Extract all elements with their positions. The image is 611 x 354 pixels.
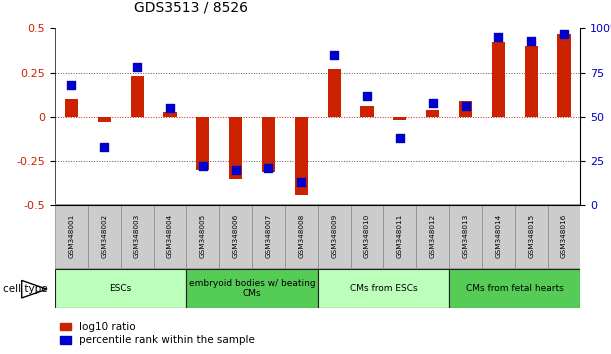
Text: GSM348005: GSM348005 (200, 214, 206, 258)
Bar (449, 204, 482, 268)
Bar (88, 204, 120, 268)
Text: GSM348006: GSM348006 (233, 214, 239, 258)
Bar (120, 204, 153, 268)
Point (428, 100, 437, 105)
Bar (318, 204, 351, 268)
Bar (219, 204, 252, 268)
Bar (55, 269, 186, 308)
Polygon shape (22, 280, 47, 298)
Bar (153, 204, 186, 268)
Bar (131, 76, 144, 117)
Text: cell type: cell type (3, 284, 48, 294)
Point (198, 164, 208, 169)
Bar (196, 117, 210, 170)
Text: GSM348001: GSM348001 (68, 214, 75, 258)
Text: CMs from fetal hearts: CMs from fetal hearts (466, 284, 563, 293)
Text: GSM348016: GSM348016 (561, 214, 567, 258)
Point (165, 105, 175, 111)
Bar (252, 204, 285, 268)
Bar (229, 117, 242, 179)
Bar (557, 34, 571, 117)
Point (329, 52, 339, 58)
Point (231, 167, 241, 173)
Text: GSM348003: GSM348003 (134, 214, 140, 258)
Legend: log10 ratio, percentile rank within the sample: log10 ratio, percentile rank within the … (60, 322, 255, 345)
Bar (482, 204, 514, 268)
Bar (547, 204, 580, 268)
Point (100, 144, 109, 150)
Point (263, 165, 273, 171)
Bar (459, 101, 472, 117)
Bar (65, 99, 78, 117)
Bar (98, 117, 111, 122)
Bar (55, 204, 88, 268)
Point (461, 103, 470, 109)
Point (362, 93, 372, 98)
Bar (327, 69, 341, 117)
Text: GSM348009: GSM348009 (331, 214, 337, 258)
Bar (351, 204, 384, 268)
Bar (492, 42, 505, 117)
Text: GSM348008: GSM348008 (298, 214, 304, 258)
Bar (262, 117, 275, 172)
Text: ESCs: ESCs (109, 284, 132, 293)
Text: GSM348011: GSM348011 (397, 214, 403, 258)
Point (494, 34, 503, 40)
Text: GSM348013: GSM348013 (463, 214, 469, 258)
Text: CMs from ESCs: CMs from ESCs (349, 284, 417, 293)
Point (296, 179, 306, 185)
Text: GSM348010: GSM348010 (364, 214, 370, 258)
Bar (514, 204, 547, 268)
Bar (426, 110, 439, 117)
Bar (525, 46, 538, 117)
Point (526, 38, 536, 44)
Bar (384, 204, 416, 268)
Point (132, 64, 142, 70)
Text: embryoid bodies w/ beating
CMs: embryoid bodies w/ beating CMs (189, 279, 315, 298)
Text: GSM348012: GSM348012 (430, 214, 436, 258)
Bar (318, 269, 449, 308)
Text: GDS3513 / 8526: GDS3513 / 8526 (134, 0, 248, 14)
Bar (393, 117, 406, 120)
Bar (186, 269, 318, 308)
Bar (449, 269, 580, 308)
Text: GSM348004: GSM348004 (167, 214, 173, 258)
Point (395, 135, 404, 141)
Bar (163, 112, 177, 117)
Text: GSM348015: GSM348015 (528, 214, 534, 258)
Point (67, 82, 76, 88)
Text: GSM348002: GSM348002 (101, 214, 108, 258)
Bar (285, 204, 318, 268)
Bar (295, 117, 308, 195)
Bar (416, 204, 449, 268)
Text: GSM348007: GSM348007 (265, 214, 271, 258)
Point (559, 31, 569, 36)
Bar (360, 106, 373, 117)
Text: GSM348014: GSM348014 (496, 214, 502, 258)
Bar (186, 204, 219, 268)
